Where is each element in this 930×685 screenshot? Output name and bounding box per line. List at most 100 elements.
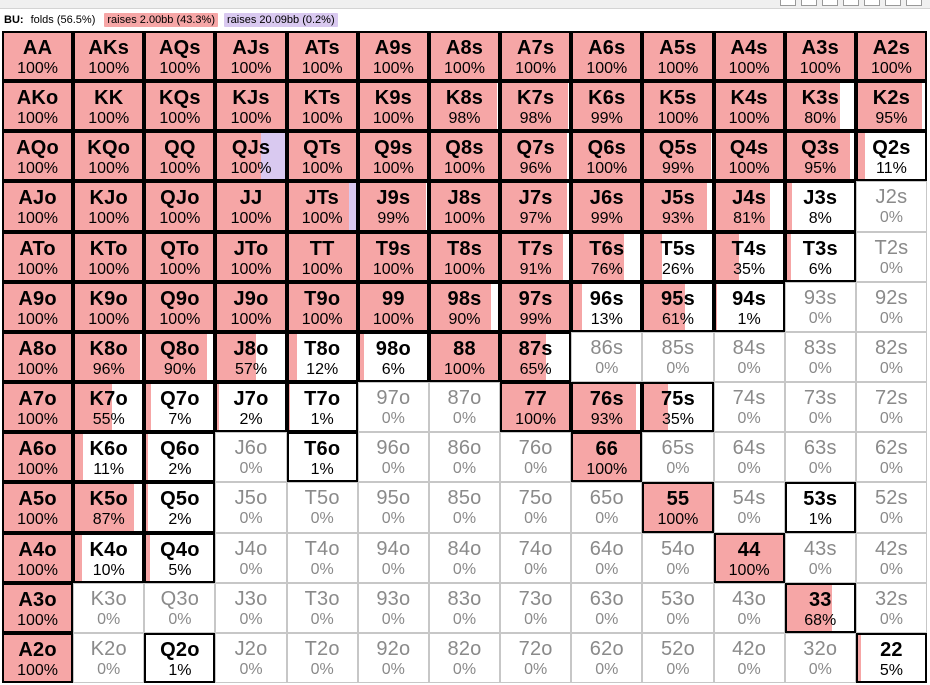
hand-cell-K7s[interactable]: K7s 98% bbox=[500, 81, 572, 132]
hand-cell-54o[interactable]: 54o 0% bbox=[642, 532, 714, 583]
hand-cell-72s[interactable]: 72s 0% bbox=[855, 382, 927, 433]
hand-cell-84o[interactable]: 84o 0% bbox=[428, 532, 501, 583]
hand-cell-KJs[interactable]: KJs 100% bbox=[215, 81, 287, 132]
hand-cell-94s[interactable]: 94s 1% bbox=[713, 281, 785, 332]
hand-cell-J7o[interactable]: J7o 2% bbox=[215, 382, 287, 433]
hand-cell-QQ[interactable]: QQ 100% bbox=[144, 131, 216, 182]
hand-cell-62o[interactable]: 62o 0% bbox=[571, 632, 643, 683]
hand-cell-QTo[interactable]: QTo 100% bbox=[144, 231, 216, 282]
hand-cell-73o[interactable]: 73o 0% bbox=[500, 582, 572, 633]
hand-cell-92s[interactable]: 92s 0% bbox=[855, 281, 927, 332]
hand-cell-J4s[interactable]: J4s 81% bbox=[713, 181, 785, 232]
toolbar-icon[interactable] bbox=[843, 0, 859, 6]
hand-cell-88[interactable]: 88 100% bbox=[428, 331, 501, 383]
hand-cell-K4s[interactable]: K4s 100% bbox=[713, 81, 785, 132]
hand-cell-K2s[interactable]: K2s 95% bbox=[855, 81, 927, 132]
hand-cell-K2o[interactable]: K2o 0% bbox=[73, 632, 145, 683]
hand-cell-T9s[interactable]: T9s 100% bbox=[357, 231, 429, 282]
hand-cell-AA[interactable]: AA 100% bbox=[2, 31, 74, 82]
hand-cell-K5o[interactable]: K5o 87% bbox=[73, 482, 145, 533]
hand-cell-93s[interactable]: 93s 0% bbox=[784, 281, 856, 332]
toolbar-icon[interactable] bbox=[801, 0, 817, 6]
hand-cell-53s[interactable]: 53s 1% bbox=[784, 482, 856, 533]
hand-cell-98o[interactable]: 98o 6% bbox=[357, 331, 429, 383]
hand-cell-KTo[interactable]: KTo 100% bbox=[73, 231, 145, 282]
hand-cell-Q3s[interactable]: Q3s 95% bbox=[784, 131, 856, 182]
hand-cell-82s[interactable]: 82s 0% bbox=[855, 331, 927, 383]
hand-cell-AJo[interactable]: AJo 100% bbox=[2, 181, 74, 232]
hand-cell-72o[interactable]: 72o 0% bbox=[500, 632, 572, 683]
hand-cell-J7s[interactable]: J7s 97% bbox=[500, 181, 572, 232]
hand-cell-QTs[interactable]: QTs 100% bbox=[286, 131, 358, 182]
toolbar-icon[interactable] bbox=[780, 0, 796, 6]
hand-cell-74s[interactable]: 74s 0% bbox=[713, 382, 785, 433]
hand-cell-85s[interactable]: 85s 0% bbox=[642, 331, 714, 383]
hand-cell-Q9s[interactable]: Q9s 100% bbox=[357, 131, 429, 182]
hand-cell-Q4o[interactable]: Q4o 5% bbox=[144, 532, 216, 583]
hand-cell-A5s[interactable]: A5s 100% bbox=[642, 31, 714, 82]
hand-cell-J2o[interactable]: J2o 0% bbox=[215, 632, 287, 683]
hand-cell-Q4s[interactable]: Q4s 100% bbox=[713, 131, 785, 182]
hand-cell-76o[interactable]: 76o 0% bbox=[500, 432, 572, 483]
hand-cell-T5s[interactable]: T5s 26% bbox=[642, 231, 714, 282]
hand-cell-QJs[interactable]: QJs 100% bbox=[215, 131, 287, 182]
hand-cell-32s[interactable]: 32s 0% bbox=[855, 582, 927, 633]
hand-cell-T2o[interactable]: T2o 0% bbox=[286, 632, 358, 683]
hand-cell-52o[interactable]: 52o 0% bbox=[642, 632, 714, 683]
hand-cell-A6o[interactable]: A6o 100% bbox=[2, 432, 74, 483]
hand-cell-75s[interactable]: 75s 35% bbox=[642, 382, 714, 433]
hand-cell-32o[interactable]: 32o 0% bbox=[784, 632, 856, 683]
hand-cell-A5o[interactable]: A5o 100% bbox=[2, 482, 74, 533]
hand-cell-42o[interactable]: 42o 0% bbox=[713, 632, 785, 683]
hand-cell-T6o[interactable]: T6o 1% bbox=[286, 432, 358, 483]
hand-cell-J6o[interactable]: J6o 0% bbox=[215, 432, 287, 483]
hand-cell-T3s[interactable]: T3s 6% bbox=[784, 231, 856, 282]
hand-cell-K8o[interactable]: K8o 96% bbox=[73, 331, 145, 383]
hand-cell-Q5o[interactable]: Q5o 2% bbox=[144, 482, 216, 533]
hand-cell-33[interactable]: 33 68% bbox=[784, 582, 856, 633]
hand-cell-Q8s[interactable]: Q8s 100% bbox=[428, 131, 501, 182]
hand-cell-AQs[interactable]: AQs 100% bbox=[144, 31, 216, 82]
toolbar-icon[interactable] bbox=[885, 0, 901, 6]
hand-cell-A8s[interactable]: A8s 100% bbox=[428, 31, 501, 82]
hand-cell-A7o[interactable]: A7o 100% bbox=[2, 382, 74, 433]
hand-cell-ATs[interactable]: ATs 100% bbox=[286, 31, 358, 82]
hand-cell-J2s[interactable]: J2s 0% bbox=[855, 181, 927, 232]
hand-cell-A7s[interactable]: A7s 100% bbox=[500, 31, 572, 82]
hand-cell-97o[interactable]: 97o 0% bbox=[357, 382, 429, 433]
hand-cell-K7o[interactable]: K7o 55% bbox=[73, 382, 145, 433]
hand-cell-A9s[interactable]: A9s 100% bbox=[357, 31, 429, 82]
hand-cell-T2s[interactable]: T2s 0% bbox=[855, 231, 927, 282]
hand-cell-K3s[interactable]: K3s 80% bbox=[784, 81, 856, 132]
hand-cell-AQo[interactable]: AQo 100% bbox=[2, 131, 74, 182]
hand-cell-KQo[interactable]: KQo 100% bbox=[73, 131, 145, 182]
hand-cell-T7s[interactable]: T7s 91% bbox=[500, 231, 572, 282]
hand-cell-Q7s[interactable]: Q7s 96% bbox=[500, 131, 572, 182]
hand-cell-53o[interactable]: 53o 0% bbox=[642, 582, 714, 633]
hand-cell-65o[interactable]: 65o 0% bbox=[571, 482, 643, 533]
hand-cell-44[interactable]: 44 100% bbox=[713, 532, 785, 583]
hand-cell-55[interactable]: 55 100% bbox=[642, 482, 714, 533]
hand-cell-KK[interactable]: KK 100% bbox=[73, 81, 145, 132]
hand-cell-ATo[interactable]: ATo 100% bbox=[2, 231, 74, 282]
hand-cell-76s[interactable]: 76s 93% bbox=[571, 382, 643, 433]
hand-cell-97s[interactable]: 97s 99% bbox=[500, 281, 572, 332]
hand-cell-K4o[interactable]: K4o 10% bbox=[73, 532, 145, 583]
hand-cell-A4s[interactable]: A4s 100% bbox=[713, 31, 785, 82]
hand-cell-98s[interactable]: 98s 90% bbox=[428, 281, 501, 332]
hand-cell-96s[interactable]: 96s 13% bbox=[571, 281, 643, 332]
hand-cell-83s[interactable]: 83s 0% bbox=[784, 331, 856, 383]
hand-cell-J3o[interactable]: J3o 0% bbox=[215, 582, 287, 633]
hand-cell-AJs[interactable]: AJs 100% bbox=[215, 31, 287, 82]
hand-cell-96o[interactable]: 96o 0% bbox=[357, 432, 429, 483]
hand-cell-Q8o[interactable]: Q8o 90% bbox=[144, 331, 216, 383]
hand-cell-JJ[interactable]: JJ 100% bbox=[215, 181, 287, 232]
toolbar-icon[interactable] bbox=[864, 0, 880, 6]
toolbar-icon[interactable] bbox=[822, 0, 838, 6]
hand-cell-J9o[interactable]: J9o 100% bbox=[215, 281, 287, 332]
hand-cell-T4s[interactable]: T4s 35% bbox=[713, 231, 785, 282]
hand-cell-T3o[interactable]: T3o 0% bbox=[286, 582, 358, 633]
hand-cell-A3o[interactable]: A3o 100% bbox=[2, 582, 74, 633]
hand-cell-K5s[interactable]: K5s 100% bbox=[642, 81, 714, 132]
hand-cell-AKs[interactable]: AKs 100% bbox=[73, 31, 145, 82]
